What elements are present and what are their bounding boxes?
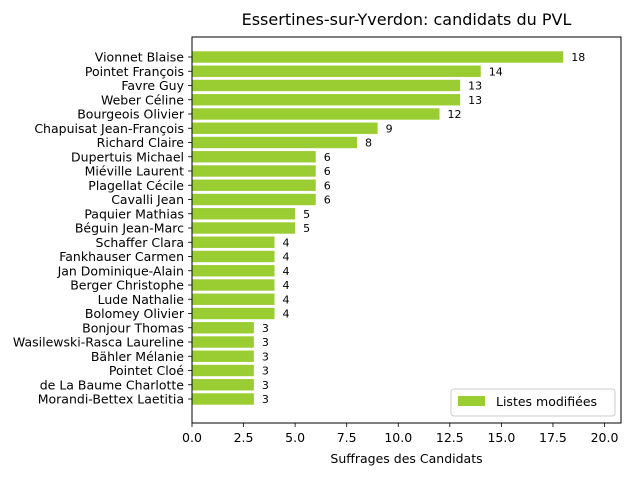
bar [192,393,254,405]
legend-label: Listes modifiées [496,394,597,409]
data-label: 5 [303,222,310,235]
bar [192,208,296,220]
category-label: Jan Dominique-Alain [57,263,184,278]
data-label: 3 [262,393,269,406]
x-tick-label: 17.5 [539,430,567,445]
data-label: 3 [262,350,269,363]
legend-box [450,388,616,417]
data-label: 6 [324,165,331,178]
category-label: Weber Céline [101,92,184,107]
bar [192,236,275,248]
category-label: Lude Nathalie [98,292,185,307]
data-label: 3 [262,365,269,378]
bar [192,65,481,77]
data-label: 4 [283,236,290,249]
bar [192,108,440,120]
data-label: 5 [303,208,310,221]
legend: Listes modifiées [450,388,616,417]
category-label: Schaffer Clara [96,235,184,250]
data-label: 4 [283,251,290,264]
data-label: 18 [571,51,585,64]
bar [192,193,316,206]
category-label: Béguin Jean-Marc [75,221,184,236]
category-label: Chapuisat Jean-François [34,121,184,136]
x-tick-label: 5.0 [285,430,305,445]
category-label: Richard Claire [97,135,185,150]
bar [192,136,357,149]
bar [192,364,254,377]
category-label: Vionnet Blaise [95,50,185,65]
bar [192,122,378,134]
x-axis-ticks: 0.0 2.5 5.0 7.5 10.0 12.5 15.0 17.5 20.0 [182,423,618,445]
data-label: 6 [324,151,331,164]
category-label: Bolomey Olivier [85,306,185,321]
category-label: Favre Guy [121,78,184,93]
category-label: de La Baume Charlotte [40,377,185,392]
data-label: 6 [324,179,331,192]
x-tick-label: 15.0 [487,430,515,445]
category-label: Paquier Mathias [84,206,184,221]
bar [192,293,275,305]
bar [192,350,254,362]
legend-swatch [458,396,485,406]
bar [192,279,275,291]
data-label: 4 [283,265,290,278]
data-label: 8 [365,137,372,150]
data-label: 4 [283,308,290,321]
bar [192,322,254,334]
category-label: Wasilewski-Rasca Laureline [13,335,184,350]
x-tick-label: 7.5 [337,430,357,445]
category-label: Pointet Cloé [109,363,184,378]
bar [192,265,275,277]
x-tick-label: 12.5 [436,430,464,445]
x-tick-label: 20.0 [591,430,619,445]
x-tick-label: 2.5 [234,430,254,445]
category-label: Miéville Laurent [85,164,184,179]
bar [192,51,564,63]
category-label: Berger Christophe [70,278,184,293]
data-label: 14 [489,65,503,78]
bar [192,94,461,106]
bar [192,179,316,191]
bar [192,379,254,391]
x-axis-label: Suffrages des Candidats [330,451,482,466]
data-label: 6 [324,194,331,207]
data-label: 4 [283,279,290,292]
bar [192,222,296,234]
data-label: 3 [262,336,269,349]
data-label: 13 [468,94,482,107]
bar [192,151,316,163]
data-label: 13 [468,80,482,93]
bar [192,165,316,177]
category-label: Dupertuis Michael [71,149,184,164]
bars-group [192,51,564,405]
bar [192,79,461,92]
category-label: Cavalli Jean [111,192,184,207]
category-label: Plagellat Cécile [88,178,184,193]
bar [192,250,275,263]
category-label: Bourgeois Olivier [77,107,185,122]
category-label: Bonjour Thomas [82,320,184,335]
category-label: Morandi-Bettex Laetitia [38,392,184,407]
bar [192,336,254,348]
plot-frame [191,36,622,424]
data-label: 9 [386,122,393,135]
x-tick-label: 0.0 [182,430,202,445]
data-label: 12 [448,108,462,121]
x-tick-label: 10.0 [384,430,412,445]
bar [192,307,275,320]
category-label: Pointet François [85,64,184,79]
category-label: Fankhauser Carmen [59,249,184,264]
data-label: 3 [262,379,269,392]
category-label: Bähler Mélanie [91,349,184,364]
data-label: 4 [283,293,290,306]
data-label: 3 [262,322,269,335]
chart-title: Essertines-sur-Yverdon: candidats du PVL [242,10,572,29]
